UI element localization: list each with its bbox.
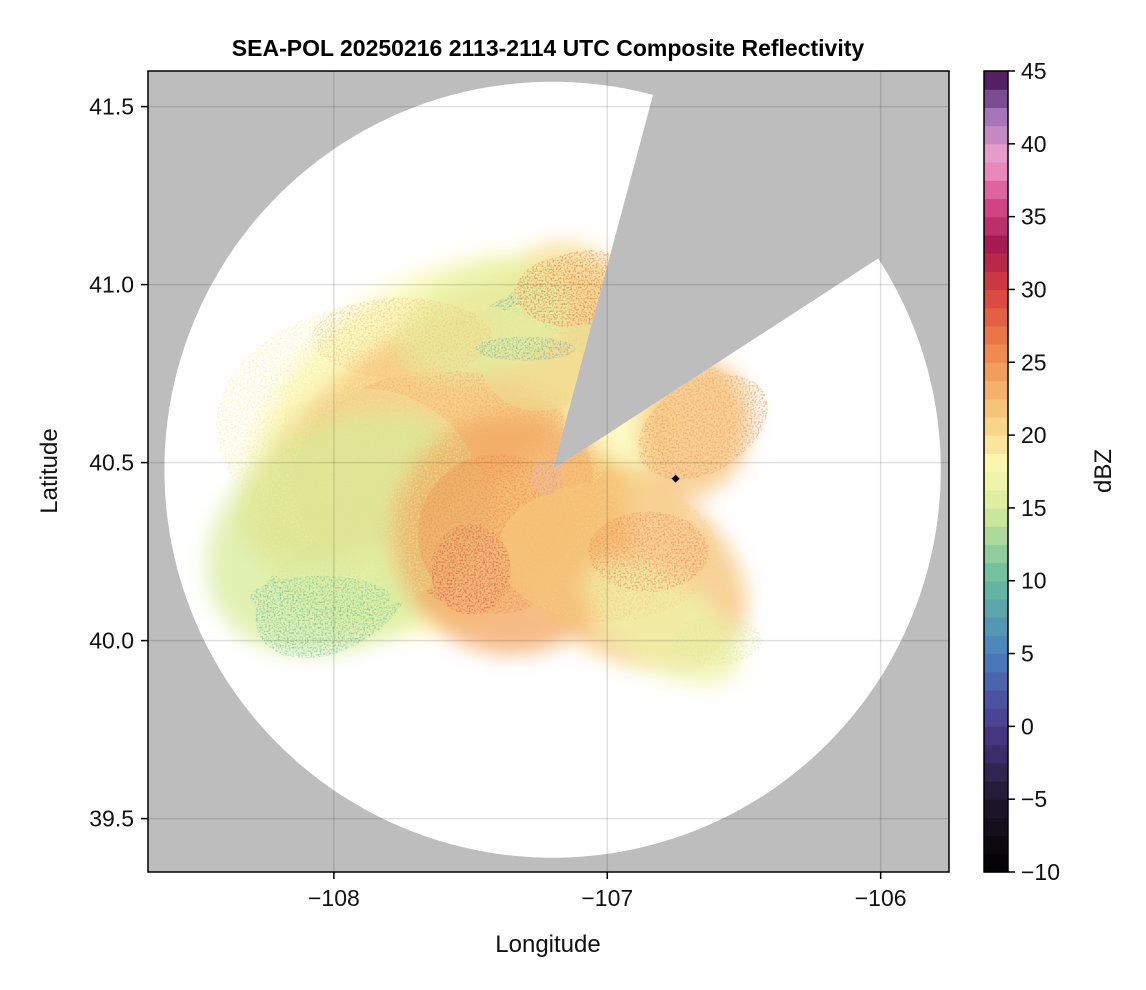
- colorbar-cell: [984, 671, 1008, 691]
- chart-title: SEA-POL 20250216 2113-2114 UTC Composite…: [232, 35, 865, 61]
- colorbar-cell: [984, 325, 1008, 345]
- colorbar-cell: [984, 580, 1008, 600]
- colorbar-cell: [984, 344, 1008, 363]
- colorbar-cell: [984, 835, 1008, 855]
- colorbar-cell: [984, 271, 1008, 291]
- colorbar-cell: [984, 253, 1008, 272]
- colorbar-tick-label: 45: [1021, 58, 1047, 84]
- y-tick-label: 40.0: [89, 628, 134, 654]
- y-axis: 39.5 40.0 40.5 41.0 41.5: [89, 94, 148, 832]
- colorbar-cell: [984, 143, 1008, 163]
- x-tick-label: −108: [308, 885, 360, 911]
- colorbar-cell: [984, 471, 1008, 491]
- colorbar-frame: [983, 70, 1009, 873]
- gridlines: [148, 71, 949, 872]
- colorbar-tick-label: 25: [1021, 349, 1047, 375]
- colorbar-cell: [984, 198, 1008, 218]
- plot-frame: [147, 70, 950, 873]
- colorbar-cell: [984, 708, 1008, 727]
- plot-area: [147, 70, 950, 873]
- x-tick-label: −107: [581, 885, 633, 911]
- station-marker: [671, 474, 680, 483]
- colorbar-cell: [984, 544, 1008, 564]
- colorbar-cell: [984, 362, 1008, 382]
- colorbar-tick-label: 40: [1021, 131, 1047, 157]
- colorbar-cell: [984, 398, 1008, 418]
- colorbar-cell: [984, 617, 1008, 636]
- reflectivity-field: [206, 240, 768, 687]
- colorbar-cell: [984, 289, 1008, 309]
- colorbar-cell: [984, 635, 1008, 655]
- colorbar-tick-label: 0: [1021, 713, 1034, 739]
- y-tick-label: 41.0: [89, 272, 134, 298]
- y-axis-label: Latitude: [36, 428, 63, 513]
- colorbar-cell: [984, 598, 1008, 618]
- colorbar-tick-label: 5: [1021, 641, 1034, 667]
- colorbar-cell: [984, 107, 1008, 127]
- colorbar-cell: [984, 435, 1008, 454]
- colorbar-cell: [984, 726, 1008, 746]
- colorbar-tick-label: 15: [1021, 495, 1047, 521]
- x-axis-label: Longitude: [495, 931, 600, 958]
- colorbar-label: dBZ: [1090, 449, 1117, 493]
- colorbar-cell: [984, 689, 1008, 709]
- colorbar-cell: [984, 507, 1008, 527]
- colorbar: −10 −5 0 5 10 15 20 25 30 35 40 45 dBZ: [983, 58, 1117, 885]
- colorbar-tick-label: −5: [1021, 786, 1047, 812]
- colorbar-cell: [984, 744, 1008, 764]
- colorbar-cell: [984, 89, 1008, 108]
- x-axis: −108 −107 −106: [308, 872, 907, 911]
- colorbar-cell: [984, 799, 1008, 818]
- colorbar-cell: [984, 653, 1008, 673]
- colorbar-cell: [984, 562, 1008, 582]
- colorbar-cell: [984, 453, 1008, 473]
- colorbar-tick-label: 35: [1021, 204, 1047, 230]
- colorbar-cell: [984, 307, 1008, 327]
- colorbar-cell: [984, 526, 1008, 545]
- colorbar-cell: [984, 234, 1008, 254]
- colorbar-cell: [984, 489, 1008, 509]
- colorbar-cell: [984, 180, 1008, 200]
- colorbar-cell: [984, 125, 1008, 145]
- colorbar-tick-label: 20: [1021, 422, 1047, 448]
- colorbar-cell: [984, 853, 1008, 873]
- colorbar-cell: [984, 216, 1008, 236]
- colorbar-cell: [984, 762, 1008, 782]
- colorbar-tick-label: −10: [1021, 859, 1060, 885]
- colorbar-tick-label: 10: [1021, 568, 1047, 594]
- colorbar-tick-label: 30: [1021, 276, 1047, 302]
- colorbar-cell: [984, 780, 1008, 800]
- colorbar-cell: [984, 71, 1008, 90]
- colorbar-cell: [984, 416, 1008, 436]
- y-tick-label: 41.5: [89, 94, 134, 120]
- y-tick-label: 39.5: [89, 806, 134, 832]
- x-tick-label: −106: [855, 885, 907, 911]
- colorbar-cell: [984, 380, 1008, 400]
- colorbar-cell: [984, 817, 1008, 837]
- y-tick-label: 40.5: [89, 450, 134, 476]
- colorbar-cell: [984, 162, 1008, 181]
